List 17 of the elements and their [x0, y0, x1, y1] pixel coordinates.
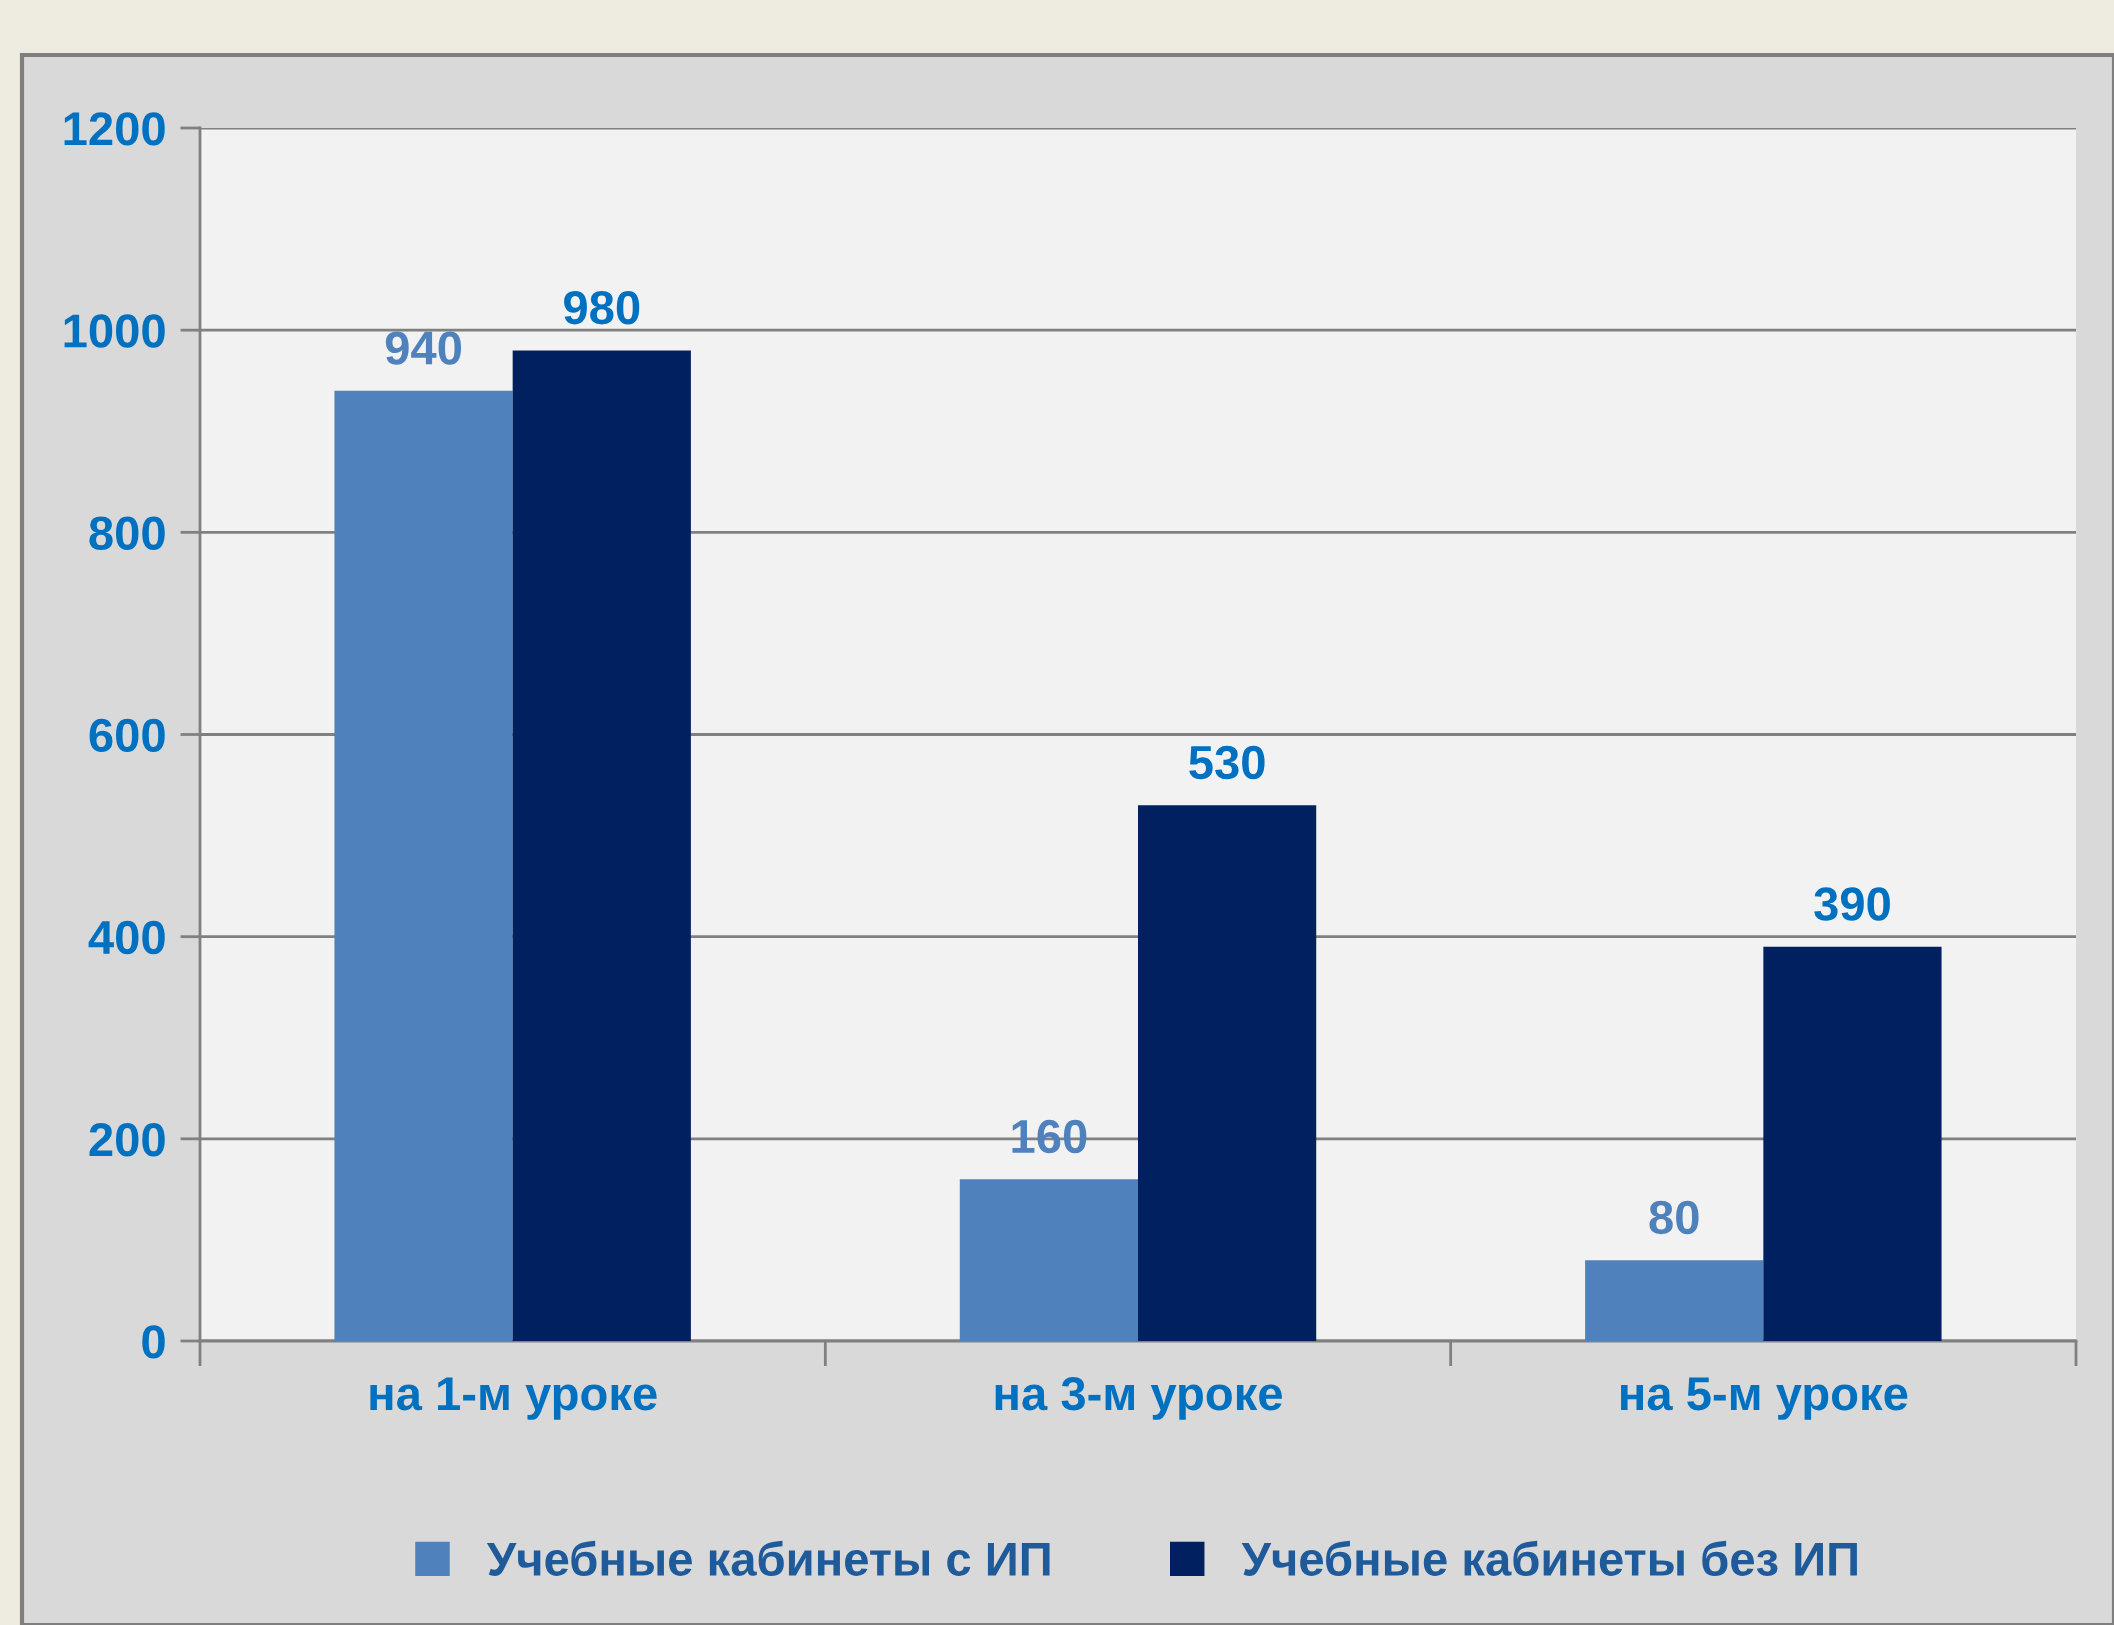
y-tick-label: 1200 [64, 112, 165, 146]
legend-label: Учебные кабинеты без ИП [1241, 1540, 1857, 1576]
y-tick-label: 200 [89, 1122, 165, 1157]
y-tick-label: 600 [89, 718, 165, 753]
y-tick-label: 1000 [64, 314, 165, 348]
data-label: 980 [564, 290, 640, 325]
y-tick-label: 800 [89, 516, 165, 550]
data-label: 390 [1814, 887, 1890, 921]
data-label: 80 [1649, 1200, 1699, 1235]
y-tick-label: 400 [88, 920, 165, 955]
data-label: 530 [1189, 745, 1265, 780]
x-tick-label: на 1-м уроке [370, 1377, 657, 1420]
y-tick-label: 0 [142, 1325, 165, 1359]
x-tick-label: на 5-м уроке [1621, 1377, 1908, 1420]
legend-label: Учебные кабинеты с ИП [486, 1540, 1050, 1576]
x-tick-label: на 3-м уроке [995, 1376, 1282, 1420]
data-label: 940 [385, 331, 462, 365]
